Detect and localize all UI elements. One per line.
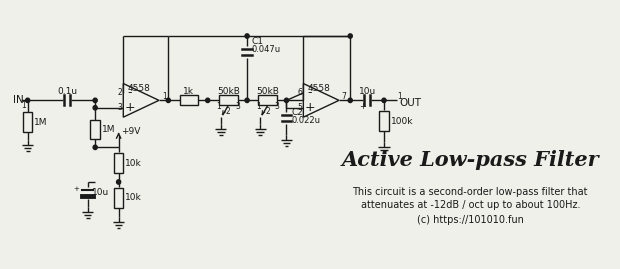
Text: C2: C2: [291, 108, 303, 117]
Text: 2: 2: [117, 89, 122, 97]
Text: 7: 7: [342, 92, 347, 101]
Text: (c) https://101010.fun: (c) https://101010.fun: [417, 215, 524, 225]
Text: +: +: [359, 102, 366, 111]
Circle shape: [245, 98, 249, 102]
Circle shape: [382, 98, 386, 102]
Bar: [23, 112, 32, 132]
Text: 1: 1: [256, 102, 260, 111]
Text: 0.022u: 0.022u: [291, 116, 320, 125]
Text: 50kB: 50kB: [217, 87, 240, 96]
Text: 1k: 1k: [184, 87, 195, 96]
Text: +: +: [125, 101, 135, 114]
Text: 0.1u: 0.1u: [57, 87, 77, 96]
Text: 4558: 4558: [128, 84, 151, 93]
Circle shape: [166, 98, 170, 102]
Text: -: -: [308, 86, 312, 100]
Circle shape: [93, 98, 97, 102]
Text: 10k: 10k: [125, 193, 142, 202]
Circle shape: [117, 180, 121, 184]
Circle shape: [93, 145, 97, 150]
Text: 1: 1: [216, 102, 221, 111]
Text: IN: IN: [12, 95, 24, 105]
Text: 1: 1: [22, 101, 26, 110]
Circle shape: [206, 98, 210, 102]
Bar: [114, 153, 123, 173]
Circle shape: [245, 34, 249, 38]
Text: 1: 1: [397, 92, 402, 101]
Text: This circuit is a second-order low-pass filter that: This circuit is a second-order low-pass …: [353, 187, 588, 197]
Text: 10k: 10k: [125, 159, 142, 168]
Bar: [259, 95, 277, 105]
Text: 4558: 4558: [308, 84, 331, 93]
Text: C1: C1: [252, 37, 264, 47]
Text: 6: 6: [297, 89, 302, 97]
Circle shape: [348, 34, 352, 38]
Text: +: +: [304, 101, 315, 114]
Text: OUT: OUT: [399, 98, 421, 108]
Text: +: +: [73, 186, 79, 192]
Circle shape: [93, 105, 97, 110]
Text: 2: 2: [226, 107, 231, 116]
Circle shape: [348, 98, 352, 102]
Text: 100k: 100k: [391, 117, 413, 126]
Text: -: -: [128, 86, 132, 100]
Text: Active Low-pass Filter: Active Low-pass Filter: [342, 150, 599, 170]
Text: 5: 5: [297, 103, 302, 112]
Circle shape: [285, 98, 288, 102]
Bar: [91, 120, 100, 139]
Text: +9V: +9V: [122, 127, 141, 136]
Text: 0.047u: 0.047u: [252, 45, 281, 54]
Bar: [114, 188, 123, 208]
Text: 3: 3: [275, 102, 280, 111]
Text: 1: 1: [162, 92, 167, 101]
Text: 1M: 1M: [102, 125, 115, 134]
Bar: [379, 111, 389, 131]
Text: attenuates at -12dB / oct up to about 100Hz.: attenuates at -12dB / oct up to about 10…: [360, 200, 580, 210]
Text: 50kB: 50kB: [256, 87, 279, 96]
Text: 10u: 10u: [92, 188, 110, 197]
Circle shape: [25, 98, 30, 102]
Text: 2: 2: [265, 107, 270, 116]
Bar: [219, 95, 237, 105]
Text: 3: 3: [235, 102, 240, 111]
Text: 10u: 10u: [358, 87, 376, 96]
Text: 1M: 1M: [34, 118, 48, 127]
Bar: [180, 95, 198, 105]
Text: 3: 3: [117, 103, 122, 112]
